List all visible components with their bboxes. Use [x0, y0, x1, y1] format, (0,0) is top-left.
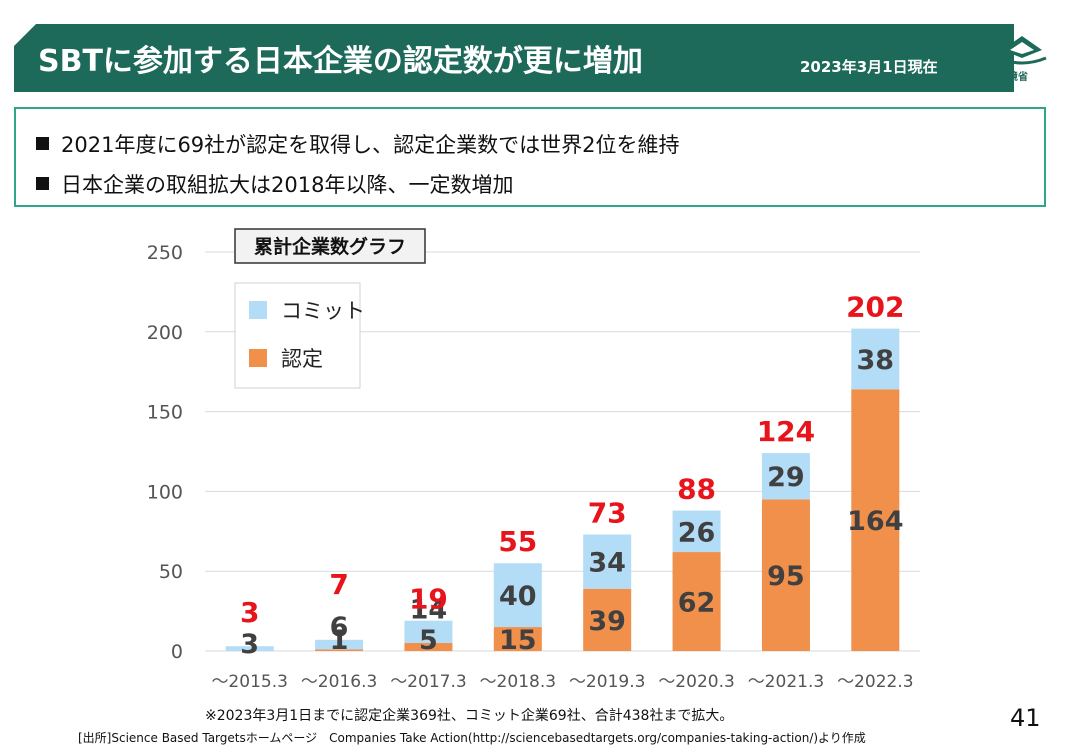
as-of-date: 2023年3月1日現在 — [800, 58, 938, 76]
legend-box — [234, 282, 361, 389]
legend-swatch-commit — [249, 301, 267, 319]
y-tick-label: 100 — [147, 481, 183, 503]
footnote: ※2023年3月1日までに認定企業369社、コミット企業69社、合計438社まで… — [205, 708, 734, 724]
x-tick-label: ～2021.3 — [748, 672, 824, 692]
ministry-logo-icon — [997, 36, 1047, 65]
bar-certified — [851, 389, 900, 651]
summary-bullet: 日本企業の取組拡大は2018年以降、一定数増加 — [36, 169, 513, 199]
bar-certified — [761, 499, 810, 651]
data-label-total: 73 — [588, 496, 627, 529]
bar-commit — [225, 646, 274, 651]
data-label-commit: 14 — [410, 595, 448, 626]
bar-commit — [583, 534, 632, 589]
summary-bullet: 2021年度に69社が認定を取得し、認定企業数では世界2位を維持 — [36, 129, 680, 159]
bar-certified — [404, 643, 453, 651]
data-label-certified: 39 — [588, 606, 626, 637]
data-label-commit: 6 — [330, 612, 349, 643]
bar-commit — [851, 328, 900, 390]
bar-commit — [315, 639, 364, 650]
bar-commit — [672, 510, 721, 553]
bar-commit — [404, 620, 453, 644]
x-tick-label: ～2017.3 — [390, 672, 466, 692]
bar-certified — [315, 649, 364, 651]
chart-title-box — [234, 228, 426, 264]
y-tick-label: 0 — [171, 641, 183, 663]
summary-bullet-text: 2021年度に69社が認定を取得し、認定企業数では世界2位を維持 — [61, 133, 680, 157]
data-label-certified: 15 — [499, 625, 537, 656]
chart-title: 累計企業数グラフ — [254, 235, 406, 258]
data-label-commit: 3 — [240, 629, 259, 660]
source-citation: [出所]Science Based Targetsホームページ Companie… — [78, 731, 866, 745]
summary-box: 2021年度に69社が認定を取得し、認定企業数では世界2位を維持 日本企業の取組… — [14, 107, 1046, 207]
ministry-logo — [990, 34, 1054, 86]
ministry-logo-text: 環境省 — [998, 72, 1028, 83]
cumulative-companies-chart: 0 50 100 150 200 250 ～2015.3 33 ～2016.3 16 7 ～2017.… — [147, 228, 920, 692]
data-label-total: 3 — [240, 596, 259, 629]
data-label-certified: 1 — [330, 625, 349, 656]
x-tick-label: ～2020.3 — [658, 672, 734, 692]
legend-label-commit: コミット — [281, 299, 365, 323]
x-tick-label: ～2018.3 — [480, 672, 556, 692]
y-tick-label: 250 — [147, 242, 183, 264]
x-tick-label: ～2019.3 — [569, 672, 645, 692]
page-number: 41 — [1010, 704, 1041, 732]
y-tick-label: 200 — [147, 322, 183, 344]
bar-commit — [761, 453, 810, 500]
data-label-total: 88 — [677, 473, 716, 506]
bar-commit — [493, 563, 542, 628]
data-label-total: 55 — [498, 525, 537, 558]
bar-certified — [672, 552, 721, 651]
data-label-commit: 26 — [678, 517, 716, 548]
data-label-total: 124 — [757, 415, 815, 448]
data-label-total: 19 — [409, 583, 448, 616]
summary-bullet-text: 日本企業の取組拡大は2018年以降、一定数増加 — [61, 173, 514, 197]
x-tick-label: ～2015.3 — [211, 672, 287, 692]
page-title: SBTに参加する日本企業の認定数が更に増加 — [38, 44, 643, 79]
data-label-certified: 62 — [678, 588, 716, 619]
data-label-commit: 38 — [857, 345, 895, 376]
x-tick-label: ～2022.3 — [837, 672, 913, 692]
bullet-square-icon — [36, 177, 49, 190]
data-label-commit: 40 — [499, 581, 537, 612]
y-tick-label: 50 — [159, 561, 183, 583]
bar-certified — [583, 588, 632, 651]
data-label-certified: 5 — [419, 625, 438, 656]
data-label-total: 202 — [846, 291, 904, 324]
x-tick-label: ～2016.3 — [301, 672, 377, 692]
legend-label-certified: 認定 — [281, 347, 323, 371]
y-tick-label: 150 — [147, 402, 183, 424]
data-label-commit: 34 — [588, 548, 626, 579]
legend-swatch-certified — [249, 349, 267, 367]
data-label-total: 7 — [329, 568, 348, 601]
title-banner — [14, 24, 1014, 92]
bar-certified — [493, 627, 542, 651]
data-label-commit: 29 — [767, 462, 805, 493]
bullet-square-icon — [36, 137, 49, 150]
data-label-certified: 95 — [767, 561, 805, 592]
data-label-certified: 164 — [847, 506, 903, 537]
